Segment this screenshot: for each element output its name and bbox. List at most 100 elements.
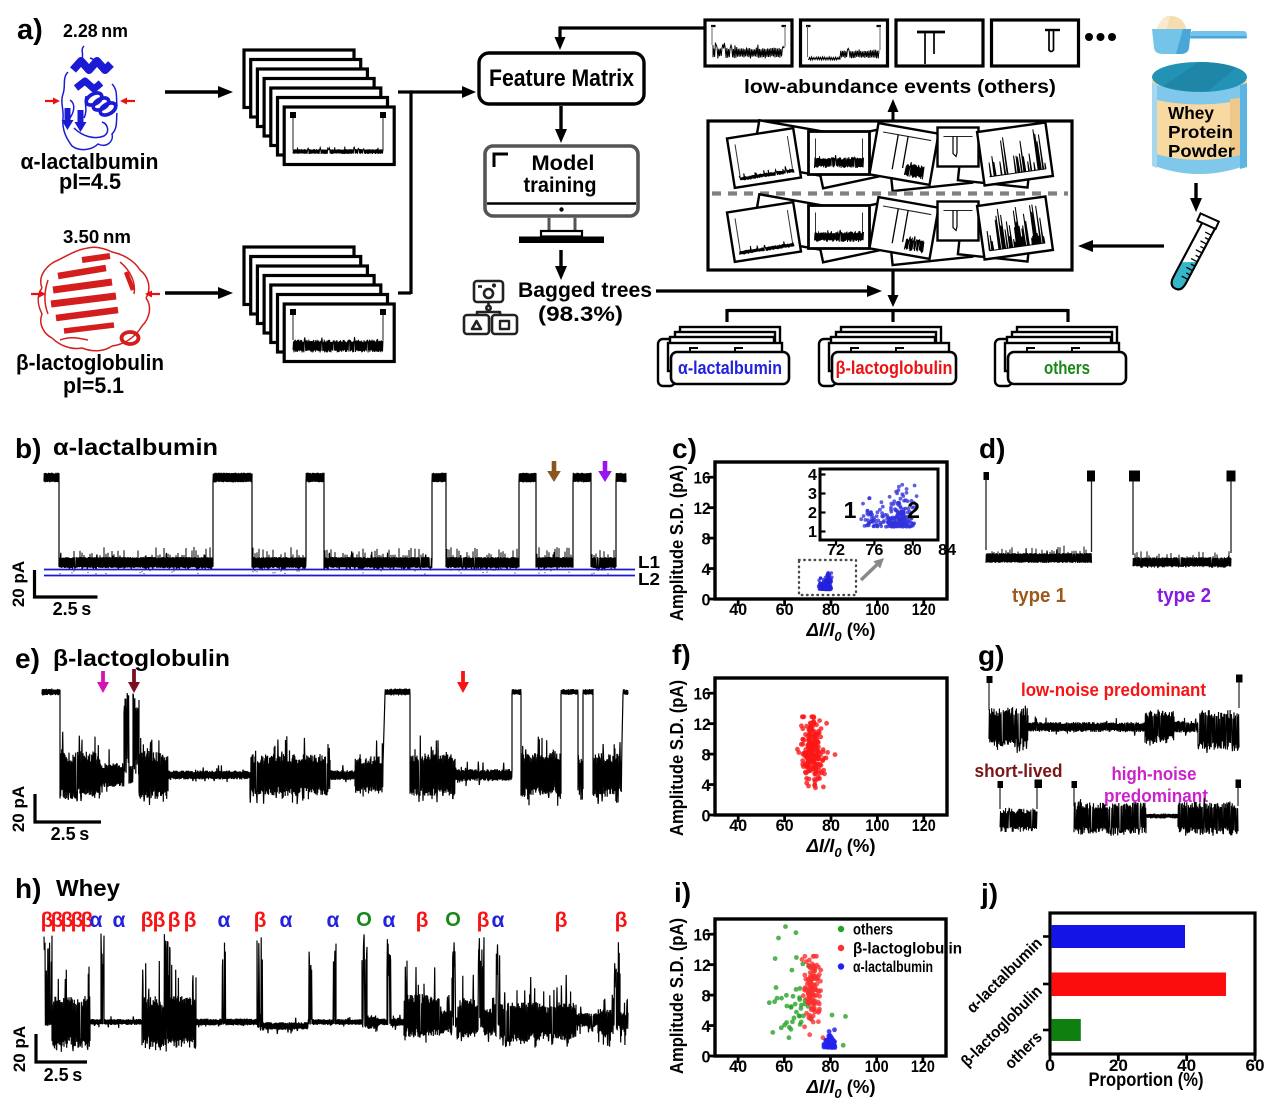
svg-text:(98.3%): (98.3%) <box>538 303 623 326</box>
svg-text:1: 1 <box>844 497 857 523</box>
svg-text:100: 100 <box>865 816 889 835</box>
svg-text:2.5 s: 2.5 s <box>51 824 90 844</box>
svg-text:α: α <box>90 909 103 932</box>
svg-text:pI=5.1: pI=5.1 <box>63 373 124 398</box>
svg-text:low-abundance events (others): low-abundance events (others) <box>744 76 1056 98</box>
svg-text:12: 12 <box>694 499 711 518</box>
svg-text:72: 72 <box>827 542 845 559</box>
svg-text:Protein: Protein <box>1168 122 1233 142</box>
svg-text:0: 0 <box>1045 1056 1055 1075</box>
svg-text:8: 8 <box>702 530 711 549</box>
svg-text:α-lactalbumin: α-lactalbumin <box>53 434 218 460</box>
svg-text:ΔI/I0 (%): ΔI/I0 (%) <box>806 619 876 644</box>
svg-text:β: β <box>141 909 154 932</box>
svg-text:Whey: Whey <box>1168 103 1214 123</box>
svg-text:ΔI/I0 (%): ΔI/I0 (%) <box>806 835 876 860</box>
svg-text:others: others <box>1044 357 1090 378</box>
svg-text:α: α <box>492 909 505 932</box>
svg-text:4: 4 <box>702 560 712 579</box>
svg-text:Amplitude S.D. (pA): Amplitude S.D. (pA) <box>667 465 687 621</box>
svg-text:60: 60 <box>775 1057 793 1076</box>
svg-text:2.28 nm: 2.28 nm <box>63 21 128 41</box>
svg-text:α-lactalbumin: α-lactalbumin <box>21 149 159 174</box>
svg-text:predominant: predominant <box>1104 785 1208 806</box>
svg-text:16: 16 <box>694 469 711 488</box>
svg-text:4: 4 <box>702 776 712 795</box>
svg-text:β: β <box>51 909 64 932</box>
svg-text:pI=4.5: pI=4.5 <box>59 169 121 194</box>
svg-text:α-lactalbumin: α-lactalbumin <box>678 357 782 378</box>
svg-text:40: 40 <box>729 1057 747 1076</box>
svg-text:8: 8 <box>702 746 711 765</box>
svg-text:α: α <box>113 909 126 932</box>
svg-text:j): j) <box>980 878 998 909</box>
svg-text:β: β <box>168 909 181 932</box>
svg-text:a): a) <box>17 14 43 46</box>
svg-text:60: 60 <box>776 600 794 619</box>
svg-text:i): i) <box>674 877 691 908</box>
svg-text:40: 40 <box>729 600 747 619</box>
svg-text:β: β <box>153 909 166 932</box>
svg-text:0: 0 <box>702 591 711 610</box>
svg-text:40: 40 <box>729 816 747 835</box>
svg-text:high-noise: high-noise <box>1112 763 1197 784</box>
svg-text:O: O <box>445 909 461 931</box>
svg-text:20 pA: 20 pA <box>9 786 28 832</box>
svg-text:4: 4 <box>702 1017 712 1036</box>
svg-text:f): f) <box>672 639 691 670</box>
svg-text:84: 84 <box>938 542 956 559</box>
svg-text:Amplitude S.D. (pA): Amplitude S.D. (pA) <box>667 680 687 836</box>
svg-text:16: 16 <box>694 685 711 704</box>
svg-text:0: 0 <box>702 807 711 826</box>
svg-text:β-lactoglobulin: β-lactoglobulin <box>853 941 962 958</box>
svg-text:Proportion (%): Proportion (%) <box>1089 1069 1204 1091</box>
svg-text:β: β <box>71 909 84 932</box>
svg-text:ΔI/I0 (%): ΔI/I0 (%) <box>806 1076 876 1101</box>
svg-text:2: 2 <box>907 497 920 523</box>
svg-text:α: α <box>218 909 231 932</box>
svg-text:100: 100 <box>865 600 889 619</box>
svg-text:β: β <box>477 909 490 932</box>
svg-text:L1: L1 <box>638 552 660 572</box>
svg-text:α: α <box>383 909 396 932</box>
svg-text:3.50 nm: 3.50 nm <box>63 227 131 247</box>
svg-text:e): e) <box>15 643 40 674</box>
svg-text:80: 80 <box>822 600 840 619</box>
svg-text:α-lactalbumin: α-lactalbumin <box>853 959 933 976</box>
svg-text:80: 80 <box>904 542 922 559</box>
svg-text:20 pA: 20 pA <box>9 561 28 607</box>
svg-text:L2: L2 <box>638 569 660 589</box>
svg-text:type 2: type 2 <box>1157 585 1211 607</box>
svg-text:d): d) <box>979 433 1005 464</box>
svg-text:0: 0 <box>702 1048 711 1067</box>
svg-text:β: β <box>184 909 197 932</box>
svg-text:16: 16 <box>694 926 711 945</box>
svg-text:4: 4 <box>808 467 817 484</box>
svg-text:20: 20 <box>1109 1056 1128 1075</box>
svg-text:c): c) <box>672 433 697 464</box>
svg-text:120: 120 <box>912 816 936 835</box>
svg-text:training: training <box>524 174 597 197</box>
svg-text:Bagged trees: Bagged trees <box>518 279 652 302</box>
svg-text:80: 80 <box>822 816 840 835</box>
svg-text:80: 80 <box>822 1057 840 1076</box>
svg-text:short-lived: short-lived <box>975 760 1063 781</box>
svg-text:O: O <box>356 909 372 931</box>
svg-text:40: 40 <box>1177 1056 1196 1075</box>
svg-text:β: β <box>254 909 267 932</box>
svg-text:g): g) <box>978 640 1004 671</box>
svg-text:type 1: type 1 <box>1012 585 1066 607</box>
svg-text:60: 60 <box>1246 1056 1265 1075</box>
svg-text:20 pA: 20 pA <box>10 1026 29 1072</box>
svg-text:others: others <box>853 922 893 939</box>
svg-text:60: 60 <box>776 816 794 835</box>
svg-text:2.5 s: 2.5 s <box>44 1065 83 1085</box>
svg-text:β: β <box>416 909 429 932</box>
svg-text:8: 8 <box>702 987 711 1006</box>
svg-text:12: 12 <box>694 956 711 975</box>
svg-text:β: β <box>615 909 628 932</box>
svg-text:β: β <box>555 909 568 932</box>
svg-text:β: β <box>61 909 74 932</box>
svg-text:low-noise predominant: low-noise predominant <box>1021 680 1206 700</box>
svg-text:Feature Matrix: Feature Matrix <box>489 65 635 92</box>
